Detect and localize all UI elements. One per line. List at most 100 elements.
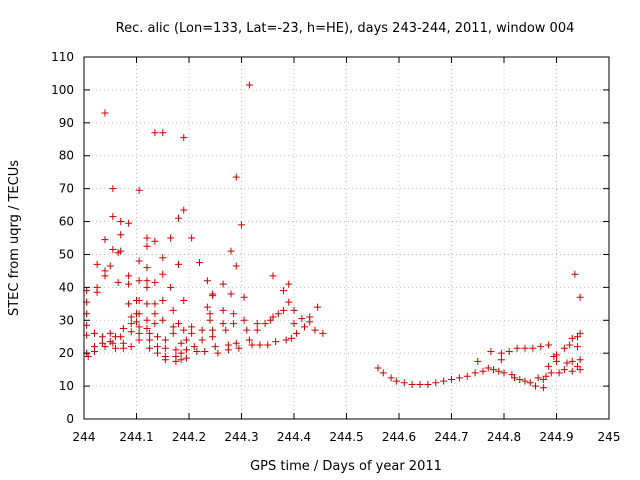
data-point xyxy=(566,341,574,349)
data-point xyxy=(243,326,251,334)
data-point xyxy=(133,318,140,326)
data-point xyxy=(127,343,135,351)
data-point xyxy=(109,246,117,254)
data-point xyxy=(424,380,432,388)
data-point xyxy=(101,343,109,351)
data-point xyxy=(188,329,196,337)
data-point xyxy=(497,349,505,357)
x-tick-label: 244 xyxy=(73,430,96,444)
data-point xyxy=(571,270,579,278)
data-point xyxy=(180,297,188,305)
data-point xyxy=(568,367,576,375)
x-tick-label: 244.7 xyxy=(434,430,468,444)
data-point xyxy=(151,320,159,328)
data-point xyxy=(175,320,182,328)
data-point xyxy=(159,297,167,305)
data-point xyxy=(209,292,217,300)
data-point xyxy=(576,356,584,364)
data-point xyxy=(143,264,151,272)
data-point xyxy=(553,351,560,359)
data-point xyxy=(500,369,508,377)
data-point xyxy=(211,343,219,351)
data-point xyxy=(193,348,201,356)
data-point xyxy=(529,344,537,352)
data-point xyxy=(203,277,211,285)
data-point xyxy=(285,298,293,306)
data-point xyxy=(576,293,584,301)
y-tick-label: 60 xyxy=(59,215,74,229)
data-point xyxy=(280,287,287,295)
data-point xyxy=(135,277,143,285)
data-point xyxy=(182,354,190,362)
y-tick-label: 20 xyxy=(59,346,74,360)
data-point xyxy=(98,333,106,341)
data-point xyxy=(180,326,188,334)
data-point xyxy=(117,247,125,255)
data-point xyxy=(306,318,314,326)
data-point xyxy=(84,352,92,360)
data-point xyxy=(101,236,109,244)
data-point xyxy=(161,356,169,364)
data-point xyxy=(555,369,563,377)
data-point xyxy=(484,364,492,372)
data-point xyxy=(169,323,177,331)
data-point xyxy=(256,341,264,349)
data-point xyxy=(159,316,167,324)
data-point xyxy=(91,329,98,337)
x-axis-title: GPS time / Days of year 2011 xyxy=(250,459,442,474)
data-point xyxy=(314,303,322,311)
data-point xyxy=(574,343,581,351)
data-point xyxy=(143,277,151,285)
y-tick-label: 80 xyxy=(59,149,74,163)
data-point xyxy=(161,344,169,352)
y-tick-labels: 0 10 20 30 40 50 60 70 80 90 100 110 xyxy=(51,50,74,426)
data-point xyxy=(146,336,154,344)
x-tick-label: 244.9 xyxy=(539,430,573,444)
data-point xyxy=(177,349,185,357)
x-tick-labels: 244 244.1 244.2 244.3 244.4 244.5 244.6 244.7 24… xyxy=(73,430,621,444)
grid-lines xyxy=(84,57,609,419)
data-point xyxy=(198,336,206,344)
data-point xyxy=(109,185,117,193)
data-point xyxy=(245,336,253,344)
data-point xyxy=(545,362,553,370)
data-point xyxy=(125,280,133,288)
data-point xyxy=(408,380,416,388)
data-point xyxy=(232,339,240,347)
data-point xyxy=(112,344,119,352)
data-point xyxy=(224,346,232,354)
data-point xyxy=(290,320,298,328)
data-point xyxy=(463,372,471,380)
data-point xyxy=(545,341,553,349)
data-point xyxy=(387,374,395,382)
data-point xyxy=(143,325,151,332)
data-point xyxy=(240,293,248,301)
data-point xyxy=(282,336,290,344)
data-point xyxy=(125,219,133,227)
data-point xyxy=(232,173,240,181)
data-point xyxy=(511,374,518,382)
data-point xyxy=(119,344,127,352)
data-point xyxy=(182,346,190,354)
data-point xyxy=(106,262,114,270)
data-point xyxy=(167,283,175,291)
data-point xyxy=(135,186,143,194)
y-tick-label: 110 xyxy=(51,50,74,64)
data-point xyxy=(521,344,529,352)
data-point xyxy=(274,310,282,318)
data-point xyxy=(521,377,529,385)
data-point xyxy=(245,81,253,89)
x-tick-label: 244.3 xyxy=(224,430,258,444)
data-point xyxy=(175,260,182,268)
data-point xyxy=(576,329,584,337)
data-point xyxy=(537,343,545,351)
data-point xyxy=(106,329,114,337)
data-point xyxy=(182,336,190,344)
data-point xyxy=(127,313,135,321)
data-point xyxy=(127,320,135,328)
y-tick-label: 50 xyxy=(59,247,74,261)
data-point xyxy=(135,329,143,337)
y-tick-label: 0 xyxy=(66,412,74,426)
data-point xyxy=(201,348,209,356)
data-point xyxy=(151,129,159,137)
